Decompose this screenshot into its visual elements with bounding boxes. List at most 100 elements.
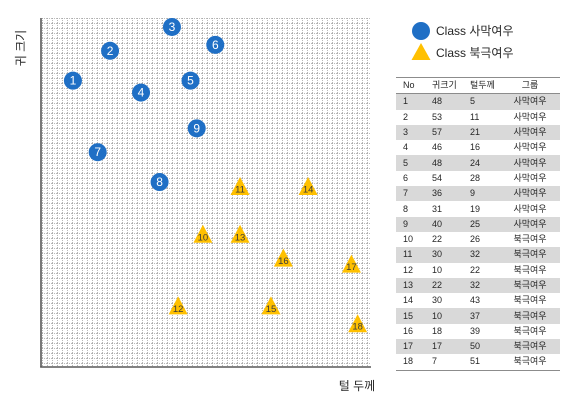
data-label: 13 bbox=[235, 232, 246, 243]
cell-no: 1 bbox=[403, 96, 409, 107]
cell-fur-thickness: 9 bbox=[470, 188, 476, 199]
cell-fur-thickness: 50 bbox=[470, 341, 481, 352]
cell-group: 북극여우 bbox=[513, 310, 547, 321]
cell-no: 18 bbox=[403, 356, 414, 367]
cell-ear-size: 54 bbox=[432, 172, 443, 183]
data-point-12: 12 bbox=[168, 296, 188, 315]
data-label: 7 bbox=[94, 145, 101, 159]
cell-no: 14 bbox=[403, 295, 414, 306]
cell-fur-thickness: 43 bbox=[470, 295, 481, 306]
cell-group: 북극여우 bbox=[513, 341, 547, 352]
cell-fur-thickness: 32 bbox=[470, 280, 481, 290]
table-row: 11 30 32 북극여우 bbox=[396, 247, 560, 263]
cell-group: 사막여우 bbox=[513, 127, 547, 138]
x-axis-title: 털 두께 bbox=[339, 379, 375, 393]
data-point-8: 8 bbox=[150, 173, 169, 192]
triangle-marker bbox=[341, 254, 361, 273]
cell-ear-size: 30 bbox=[432, 295, 443, 306]
cell-group: 북극여우 bbox=[513, 295, 547, 306]
cell-no: 10 bbox=[403, 234, 414, 245]
table-row: 3 57 21 사막여우 bbox=[396, 124, 560, 141]
data-point-17: 17 bbox=[341, 254, 361, 273]
circle-marker bbox=[206, 35, 225, 54]
triangle-marker bbox=[298, 177, 318, 196]
data-label: 8 bbox=[156, 175, 163, 189]
cell-fur-thickness: 25 bbox=[470, 218, 481, 229]
table-row: 13 22 32 북극여우 bbox=[396, 277, 560, 294]
cell-ear-size: 46 bbox=[432, 142, 443, 153]
circle-marker-icon bbox=[412, 22, 430, 40]
data-point-10: 10 bbox=[193, 224, 213, 243]
cell-ear-size: 30 bbox=[432, 249, 443, 260]
data-point-11: 11 bbox=[230, 177, 250, 196]
cell-ear-size: 48 bbox=[432, 157, 443, 168]
data-point-1: 1 bbox=[63, 71, 82, 90]
data-point-16: 16 bbox=[273, 248, 293, 267]
data-point-7: 7 bbox=[88, 143, 107, 162]
cell-fur-thickness: 19 bbox=[470, 203, 481, 214]
triangle-marker bbox=[273, 248, 293, 267]
y-axis-title: 귀 크기 bbox=[14, 30, 28, 66]
cell-no: 3 bbox=[403, 127, 409, 138]
cell-fur-thickness: 51 bbox=[470, 356, 481, 367]
cell-ear-size: 22 bbox=[432, 234, 443, 245]
triangle-marker bbox=[230, 224, 250, 243]
data-point-2: 2 bbox=[101, 41, 120, 60]
cell-ear-size: 48 bbox=[432, 96, 443, 107]
data-label: 6 bbox=[212, 38, 219, 52]
data-label: 4 bbox=[138, 86, 145, 100]
legend: Class 사막여우 Class 북극여우 bbox=[411, 22, 514, 60]
data-point-6: 6 bbox=[206, 35, 225, 54]
plot-grid bbox=[42, 18, 370, 367]
cell-no: 16 bbox=[403, 325, 414, 336]
cell-group: 사막여우 bbox=[513, 218, 547, 229]
circle-marker bbox=[150, 173, 169, 192]
data-point-15: 15 bbox=[261, 296, 281, 315]
cell-no: 12 bbox=[403, 264, 414, 275]
cell-group: 북극여우 bbox=[513, 356, 547, 367]
table-row: 6 54 28 사막여우 bbox=[396, 171, 560, 186]
cell-no: 4 bbox=[403, 142, 409, 153]
data-label: 12 bbox=[173, 304, 184, 315]
cell-fur-thickness: 16 bbox=[470, 142, 481, 153]
header-fur-thickness: 털두께 bbox=[470, 80, 495, 91]
cell-group: 북극여우 bbox=[513, 325, 547, 336]
cell-group: 사막여우 bbox=[513, 203, 547, 214]
cell-no: 8 bbox=[403, 203, 409, 214]
cell-no: 5 bbox=[403, 157, 409, 168]
data-label: 1 bbox=[70, 74, 77, 88]
table-row: 15 10 37 북극여우 bbox=[396, 308, 560, 324]
cell-ear-size: 17 bbox=[432, 341, 443, 352]
data-label: 10 bbox=[198, 232, 209, 243]
data-label: 16 bbox=[278, 256, 289, 267]
cell-no: 7 bbox=[403, 188, 409, 199]
cell-ear-size: 53 bbox=[432, 111, 443, 122]
cell-fur-thickness: 26 bbox=[470, 234, 481, 245]
cell-no: 15 bbox=[403, 310, 414, 321]
cell-ear-size: 40 bbox=[432, 218, 443, 229]
table-body: 1 48 5 사막여우 2 53 11 사막여우 3 57 21 사막여우 4 46 16 사막여우 5 48 24… bbox=[396, 93, 560, 371]
circle-marker bbox=[101, 41, 120, 60]
data-label: 18 bbox=[352, 322, 363, 333]
cell-no: 17 bbox=[403, 341, 414, 352]
cell-fur-thickness: 5 bbox=[470, 96, 476, 107]
data-point-9: 9 bbox=[187, 119, 206, 138]
data-label: 15 bbox=[266, 304, 277, 315]
data-point-4: 4 bbox=[132, 83, 151, 102]
table-row: 7 36 9 사막여우 bbox=[396, 186, 560, 202]
triangle-marker bbox=[261, 296, 281, 315]
triangle-marker-icon bbox=[411, 43, 431, 60]
circle-marker bbox=[187, 119, 206, 138]
data-table: No 귀크기 털두께 그룹 1 48 5 사막여우 2 53 11 사막여우 3 57 21 사막여우… bbox=[396, 77, 560, 371]
cell-group: 북극여우 bbox=[513, 264, 547, 275]
cell-ear-size: 7 bbox=[432, 356, 438, 367]
circle-marker bbox=[181, 71, 200, 90]
table-row: 1 48 5 사막여우 bbox=[396, 93, 560, 110]
cell-fur-thickness: 32 bbox=[470, 249, 481, 260]
table-row: 17 17 50 북극여우 bbox=[396, 339, 560, 355]
circle-marker bbox=[162, 17, 181, 36]
cell-no: 6 bbox=[403, 172, 409, 183]
circle-marker bbox=[132, 83, 151, 102]
